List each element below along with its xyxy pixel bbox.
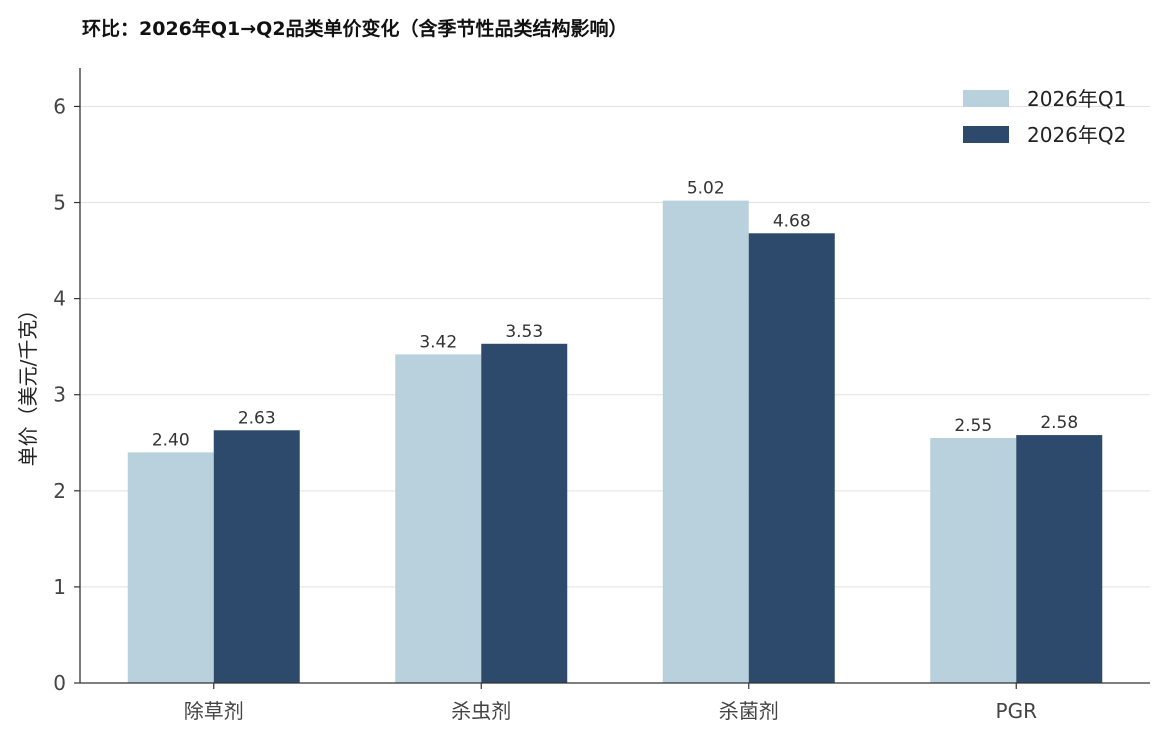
y-tick-label: 1 — [53, 575, 66, 599]
y-tick-label: 6 — [53, 94, 66, 118]
bar — [395, 354, 482, 683]
bars — [127, 200, 1103, 683]
bar — [930, 437, 1017, 683]
chart-title: 环比：2026年Q1→Q2品类单价变化（含季节性品类结构影响） — [82, 18, 628, 40]
bar — [481, 343, 568, 683]
y-tick-label: 2 — [53, 479, 66, 503]
data-labels: 2.40 2.63 3.42 3.53 5.02 4.68 2.55 2.58 — [152, 179, 1078, 451]
bar — [662, 200, 749, 683]
legend: 2026年Q1 2026年Q2 — [963, 87, 1126, 147]
x-tick-label: 杀菌剂 — [719, 699, 779, 723]
y-tick-label: 0 — [53, 671, 66, 695]
legend-label: 2026年Q2 — [1027, 123, 1126, 147]
bar — [213, 430, 300, 683]
x-tick-label: PGR — [996, 699, 1038, 723]
axes: 0 1 2 3 4 5 6 除草剂 杀虫剂 杀菌剂 PGR — [53, 68, 1150, 723]
data-label: 5.02 — [687, 179, 725, 199]
y-tick-label: 3 — [53, 383, 66, 407]
bar — [127, 452, 214, 683]
data-label: 2.58 — [1040, 413, 1078, 433]
legend-swatch — [963, 90, 1009, 107]
y-tick-label: 5 — [53, 191, 66, 215]
data-label: 3.53 — [505, 322, 543, 342]
data-label: 2.40 — [152, 430, 190, 450]
bar — [1016, 435, 1103, 683]
data-label: 4.68 — [773, 211, 811, 231]
x-tick-label: 杀虫剂 — [451, 699, 511, 723]
bar — [748, 233, 835, 683]
data-label: 3.42 — [419, 332, 457, 352]
x-tick-label: 除草剂 — [184, 699, 244, 723]
legend-label: 2026年Q1 — [1027, 87, 1126, 111]
y-axis-title: 单价（美元/千克） — [16, 300, 40, 467]
legend-swatch — [963, 126, 1009, 143]
data-label: 2.63 — [238, 408, 276, 428]
y-tick-label: 4 — [53, 287, 66, 311]
data-label: 2.55 — [954, 416, 992, 436]
